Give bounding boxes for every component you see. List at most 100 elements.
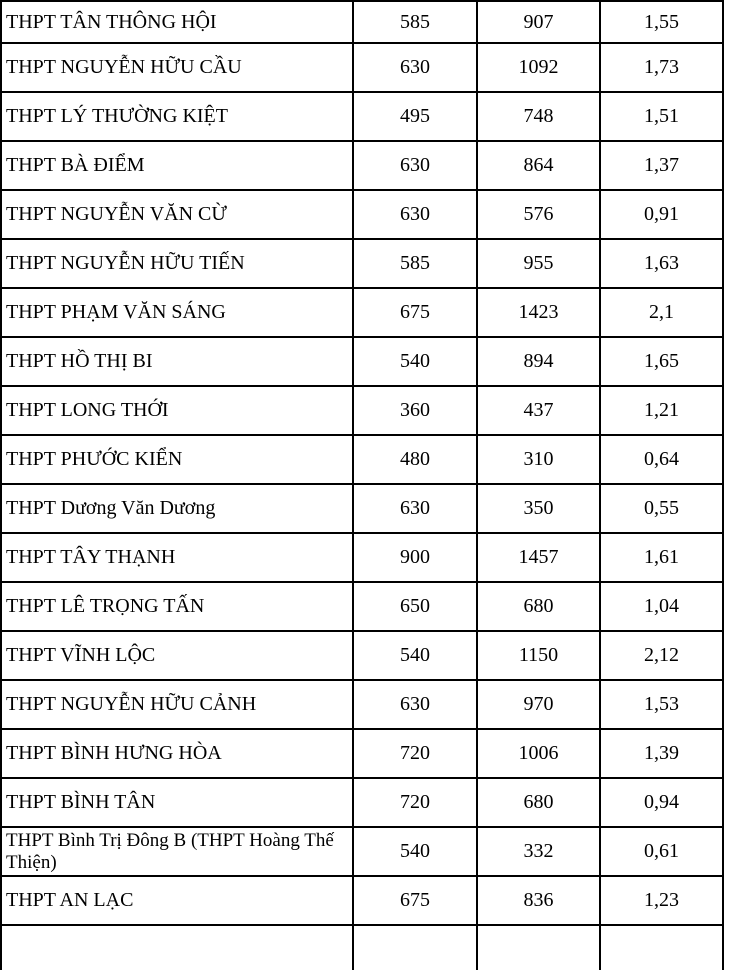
value-cell: 675 [352,875,478,926]
value-cell: 1006 [476,728,601,779]
value-cell: 720 [352,728,478,779]
school-name-cell: THPT NGUYỄN HỮU TIẾN [0,238,354,289]
value-cell: 2,1 [599,287,724,338]
value-cell: 720 [352,777,478,828]
table-row: THPT BÌNH HƯNG HÒA 720 1006 1,39 [0,728,724,779]
value-cell: 540 [352,336,478,387]
value-cell: 350 [476,483,601,534]
table-row: THPT AN LẠC 675 836 1,23 [0,875,724,926]
value-cell: 540 [352,630,478,681]
value-cell: 748 [476,91,601,142]
value-cell: 1423 [476,287,601,338]
school-name-cell: THPT PHẠM VĂN SÁNG [0,287,354,338]
value-cell: 1,65 [599,336,724,387]
value-cell: 1,39 [599,728,724,779]
school-name-cell: THPT TÂY THẠNH [0,532,354,583]
school-name-cell: THPT PHƯỚC KIỂN [0,434,354,485]
table-row: THPT NGUYỄN VĂN CỪ 630 576 0,91 [0,189,724,240]
value-cell: 0,55 [599,483,724,534]
value-cell: 894 [476,336,601,387]
school-name-cell: THPT Dương Văn Dương [0,483,354,534]
table-row: THPT BÀ ĐIỂM 630 864 1,37 [0,140,724,191]
value-cell: 900 [352,532,478,583]
value-cell: 955 [476,238,601,289]
school-name-cell: THPT AN LẠC [0,875,354,926]
table-row: THPT PHẠM VĂN SÁNG 675 1423 2,1 [0,287,724,338]
value-cell: 650 [352,581,478,632]
table-row: THPT BÌNH TÂN 720 680 0,94 [0,777,724,828]
value-cell: 864 [476,140,601,191]
value-cell: 630 [352,189,478,240]
value-cell: 585 [352,238,478,289]
school-name-cell: THPT NGUYỄN HỮU CẢNH [0,679,354,730]
value-cell: 1,23 [599,875,724,926]
table-row: THPT LÝ THƯỜNG KIỆT 495 748 1,51 [0,91,724,142]
value-cell: 1,51 [599,91,724,142]
table-row: THPT HỒ THỊ BI 540 894 1,65 [0,336,724,387]
school-name-cell: THPT BÌNH TÂN [0,777,354,828]
value-cell: 1,53 [599,679,724,730]
school-name-cell: THPT BÌNH HƯNG HÒA [0,728,354,779]
value-cell: 630 [352,42,478,93]
value-cell: 1,21 [599,385,724,436]
value-cell: 836 [476,875,601,926]
table-row: THPT Dương Văn Dương 630 350 0,55 [0,483,724,534]
value-cell: 1,73 [599,42,724,93]
value-cell: 1,37 [599,140,724,191]
table-row: THPT NGUYỄN HỮU CẢNH 630 970 1,53 [0,679,724,730]
value-cell: 680 [476,581,601,632]
value-cell: 1,61 [599,532,724,583]
value-cell: 360 [352,385,478,436]
schools-table-body: THPT TÂN THÔNG HỘI 585 907 1,55 THPT NGUYỄN … [0,0,724,970]
value-cell: 1457 [476,532,601,583]
table-row: THPT LONG THỚI 360 437 1,21 [0,385,724,436]
school-name-cell: THPT LONG THỚI [0,385,354,436]
value-cell: 0,64 [599,434,724,485]
table-row: THPT NGUYỄN HỮU CẦU 630 1092 1,73 [0,42,724,93]
value-cell: 1092 [476,42,601,93]
value-cell: 675 [352,287,478,338]
cropped-next-row [0,924,724,970]
value-cell: 480 [352,434,478,485]
table-row: THPT TÂN THÔNG HỘI 585 907 1,55 [0,0,724,44]
school-name-cell: THPT HỒ THỊ BI [0,336,354,387]
school-name-cell: THPT VĨNH LỘC [0,630,354,681]
school-name-cell: THPT LÝ THƯỜNG KIỆT [0,91,354,142]
value-cell: 680 [476,777,601,828]
school-name-cell: THPT BÀ ĐIỂM [0,140,354,191]
empty-cell [352,924,478,970]
value-cell: 0,91 [599,189,724,240]
empty-cell [599,924,724,970]
schools-admission-table: THPT TÂN THÔNG HỘI 585 907 1,55 THPT NGUYỄN … [0,0,724,970]
value-cell: 540 [352,826,478,877]
value-cell: 1150 [476,630,601,681]
value-cell: 907 [476,0,601,44]
value-cell: 1,63 [599,238,724,289]
empty-cell [0,924,354,970]
school-name-cell: THPT NGUYỄN VĂN CỪ [0,189,354,240]
school-name-cell: THPT TÂN THÔNG HỘI [0,0,354,44]
table-row: THPT VĨNH LỘC 540 1150 2,12 [0,630,724,681]
value-cell: 1,55 [599,0,724,44]
value-cell: 437 [476,385,601,436]
value-cell: 310 [476,434,601,485]
value-cell: 630 [352,140,478,191]
value-cell: 630 [352,483,478,534]
value-cell: 0,94 [599,777,724,828]
value-cell: 630 [352,679,478,730]
value-cell: 495 [352,91,478,142]
table-row: THPT Bình Trị Đông B (THPT Hoàng Thế Thi… [0,826,724,877]
school-name-cell: THPT Bình Trị Đông B (THPT Hoàng Thế Thi… [0,826,354,877]
value-cell: 2,12 [599,630,724,681]
value-cell: 1,04 [599,581,724,632]
value-cell: 970 [476,679,601,730]
value-cell: 585 [352,0,478,44]
value-cell: 0,61 [599,826,724,877]
table-row: THPT TÂY THẠNH 900 1457 1,61 [0,532,724,583]
school-name-cell: THPT NGUYỄN HỮU CẦU [0,42,354,93]
value-cell: 576 [476,189,601,240]
table-row: THPT NGUYỄN HỮU TIẾN 585 955 1,63 [0,238,724,289]
table-row: THPT LÊ TRỌNG TẤN 650 680 1,04 [0,581,724,632]
empty-cell [476,924,601,970]
value-cell: 332 [476,826,601,877]
